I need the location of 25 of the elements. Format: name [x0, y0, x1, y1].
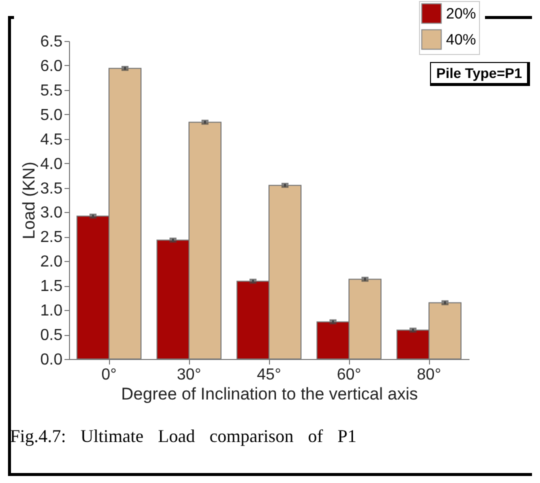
- x-axis-title: Degree of Inclination to the vertical axis: [121, 384, 418, 404]
- y-tick-label: 3.0: [40, 204, 63, 222]
- y-tick-label: 3.5: [40, 180, 63, 198]
- x-tick-label: 60°: [336, 366, 362, 384]
- y-tick-label: 5.0: [40, 106, 63, 124]
- y-tick-label: 4.0: [40, 156, 63, 173]
- y-tick-label: 5.5: [40, 82, 63, 100]
- y-tick-label: 0.0: [40, 352, 63, 368]
- x-tick-label: 30°: [176, 366, 202, 384]
- x-tick-label: 0°: [101, 366, 117, 384]
- y-tick-label: 6.5: [40, 34, 63, 50]
- legend-label: 40%: [446, 32, 476, 48]
- y-tick-label: 0.5: [40, 327, 63, 344]
- y-axis-title: Load (KN): [19, 162, 38, 240]
- y-tick-label: 1.5: [40, 278, 63, 296]
- caption: Fig.4.7: Ultimate Load comparison of P1: [10, 426, 356, 447]
- legend-label: 20%: [446, 6, 476, 22]
- y-tick-label: 4.5: [40, 131, 63, 148]
- y-tick-label: 2.0: [40, 254, 63, 271]
- annotation: Pile Type=P1: [430, 62, 530, 86]
- x-tick-label: 45°: [256, 366, 282, 384]
- y-tick-label: 6.0: [40, 58, 63, 75]
- x-tick-label: 80°: [416, 366, 442, 384]
- y-tick-label: 1.0: [40, 302, 63, 320]
- y-tick-label: 2.5: [40, 229, 63, 246]
